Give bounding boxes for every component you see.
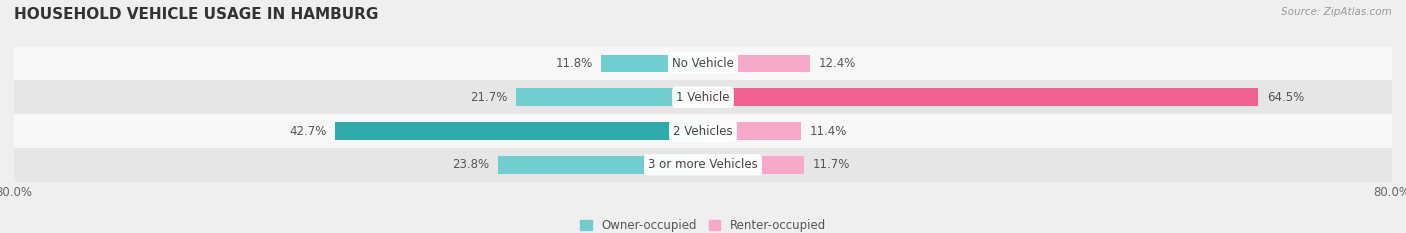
Bar bbox=[14, 80, 1392, 114]
Text: 1 Vehicle: 1 Vehicle bbox=[676, 91, 730, 104]
Text: 23.8%: 23.8% bbox=[453, 158, 489, 171]
Text: 21.7%: 21.7% bbox=[470, 91, 508, 104]
Text: 11.7%: 11.7% bbox=[813, 158, 849, 171]
Text: 42.7%: 42.7% bbox=[290, 125, 326, 137]
Text: Source: ZipAtlas.com: Source: ZipAtlas.com bbox=[1281, 7, 1392, 17]
Text: HOUSEHOLD VEHICLE USAGE IN HAMBURG: HOUSEHOLD VEHICLE USAGE IN HAMBURG bbox=[14, 7, 378, 22]
Text: 11.4%: 11.4% bbox=[810, 125, 848, 137]
Text: 2 Vehicles: 2 Vehicles bbox=[673, 125, 733, 137]
Text: 11.8%: 11.8% bbox=[555, 57, 593, 70]
Bar bbox=[703, 55, 810, 72]
Bar bbox=[703, 122, 801, 140]
Bar bbox=[703, 156, 804, 174]
Legend: Owner-occupied, Renter-occupied: Owner-occupied, Renter-occupied bbox=[575, 214, 831, 233]
Bar bbox=[498, 156, 703, 174]
Bar bbox=[602, 55, 703, 72]
Text: 64.5%: 64.5% bbox=[1267, 91, 1305, 104]
Bar bbox=[14, 148, 1392, 182]
Text: 12.4%: 12.4% bbox=[818, 57, 856, 70]
Bar bbox=[703, 89, 1258, 106]
Text: 3 or more Vehicles: 3 or more Vehicles bbox=[648, 158, 758, 171]
Text: No Vehicle: No Vehicle bbox=[672, 57, 734, 70]
Bar bbox=[14, 114, 1392, 148]
Bar bbox=[335, 122, 703, 140]
Bar bbox=[14, 47, 1392, 80]
Bar bbox=[516, 89, 703, 106]
